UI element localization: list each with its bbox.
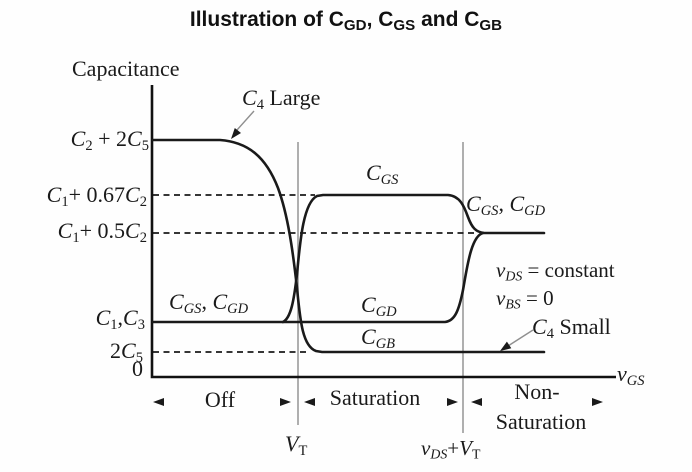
y-axis-title: Capacitance [72,56,180,81]
ytick-c1-c3: C1,C3 [95,305,145,333]
annotation-c4-small: C4 Small [532,314,611,342]
x-axis-title-vgs: vGS [617,361,645,389]
chart-title: Illustration of CGD, CGS and CGB [189,8,503,35]
ytick-c1-plus-067c2: C1+ 0.67C2 [46,182,147,210]
curve-label-cgb: CGB [361,324,396,352]
annotation-vbs-zero: vBS = 0 [496,286,554,312]
ytick-2c5: 2C5 [110,338,143,366]
c4-large-arrowhead-icon [231,128,241,139]
curve-label-cgs-cgd-off: CGS, CGD [169,289,249,317]
curve-label-cgs: CGS [366,160,399,188]
ytick-c1-plus-05c2: C1+ 0.5C2 [57,218,147,246]
region-label-saturation: Saturation [329,385,421,410]
saturation-range-left-arrow-icon [304,398,315,406]
region-label-non-saturation-line2: Saturation [495,409,587,434]
annotation-c4-large: C4 Large [242,85,321,113]
c4-small-arrow-line [507,329,534,347]
xtick-vt: VT [285,431,308,459]
c4-large-arrow-line [236,110,255,131]
off-range-right-arrow-icon [280,398,291,406]
ytick-zero: 0 [132,356,143,381]
xtick-vds-plus-vt: vDS+VT [421,436,481,462]
curve-cgb [151,138,546,354]
curve-cgs [281,193,546,324]
curve-label-cgd: CGD [361,292,397,320]
curve-label-cgs-cgd-right: CGS, CGD [466,191,546,219]
nonsat-range-right-arrow-icon [592,398,603,406]
region-label-non-saturation-line1: Non- [514,379,560,404]
curve-cgd [151,231,485,324]
nonsat-range-left-arrow-icon [471,398,482,406]
ytick-c2-plus-2c5: C2 + 2C5 [70,126,149,154]
region-label-off: Off [204,387,236,412]
annotation-vds-constant: vDS = constant [496,258,615,284]
saturation-range-right-arrow-icon [447,398,458,406]
off-range-left-arrow-icon [153,398,164,406]
axes-line [150,85,616,379]
c4-small-arrowhead-icon [500,341,512,351]
